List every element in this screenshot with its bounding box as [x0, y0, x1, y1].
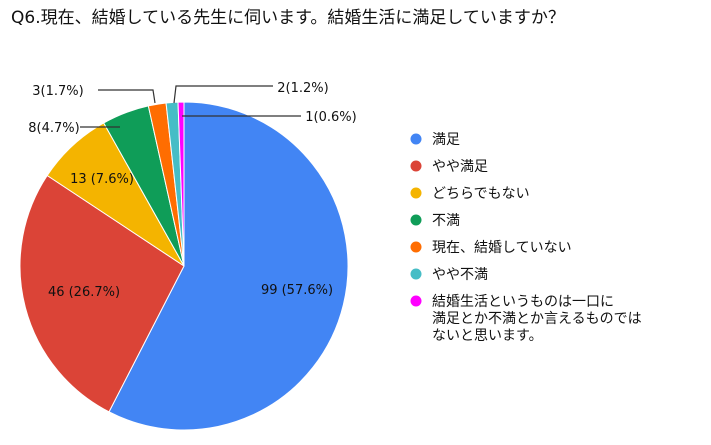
legend-label-4: 現在、結婚していない [432, 240, 572, 256]
legend-marker-0 [410, 133, 422, 145]
legend-marker-4 [410, 241, 422, 253]
legend-item-0[interactable]: 満足 [410, 132, 461, 148]
data-label-6: 1(0.6%) [305, 110, 356, 125]
legend-item-5[interactable]: やや不満 [410, 267, 489, 283]
data-label-2: 13 (7.6%) [70, 172, 134, 187]
legend-label-6-line-1: 満足とか不満とか言えるものでは [432, 311, 642, 327]
legend-item-3[interactable]: 不満 [410, 213, 461, 229]
legend-label-1: やや満足 [432, 159, 488, 175]
legend-label-6-line-2: ないと思います。 [432, 328, 543, 344]
legend-label-0: 満足 [432, 132, 460, 148]
legend-marker-5 [410, 268, 422, 280]
data-labels: 99 (57.6%) 46 (26.7%) 13 (7.6%) 8(4.7%) 3(1.… [28, 81, 356, 300]
legend-marker-1 [410, 160, 422, 172]
pie-slice-0[interactable] [108, 101, 349, 431]
data-label-3: 8(4.7%) [28, 121, 79, 136]
legend: 満足やや満足どちらでもない不満現在、結婚していないやや不満結婚生活というものは一… [410, 132, 642, 344]
data-label-0: 99 (57.6%) [261, 283, 333, 298]
pie-slices [19, 101, 349, 431]
legend-item-2[interactable]: どちらでもない [410, 186, 530, 202]
chart-title: Q6.現在、結婚している先生に伺います。結婚生活に満足していますか？ [11, 8, 565, 28]
leader-line-5 [173, 85, 273, 104]
legend-marker-2 [410, 187, 422, 199]
legend-label-3: 不満 [432, 213, 460, 229]
pie-slice-6[interactable] [177, 101, 185, 267]
legend-marker-3 [410, 214, 422, 226]
legend-label-6-line-0: 結婚生活というものは一口に [432, 294, 614, 310]
data-label-5: 2(1.2%) [277, 81, 328, 96]
legend-label-2: どちらでもない [432, 186, 530, 202]
legend-label-5: やや不満 [432, 267, 488, 283]
legend-marker-6 [410, 295, 422, 307]
leader-line-4 [98, 89, 156, 104]
data-label-4: 3(1.7%) [32, 84, 83, 99]
pie-slice-1[interactable] [19, 174, 185, 413]
data-label-1: 46 (26.7%) [48, 285, 120, 300]
legend-item-1[interactable]: やや満足 [410, 159, 489, 175]
legend-item-4[interactable]: 現在、結婚していない [410, 240, 572, 256]
